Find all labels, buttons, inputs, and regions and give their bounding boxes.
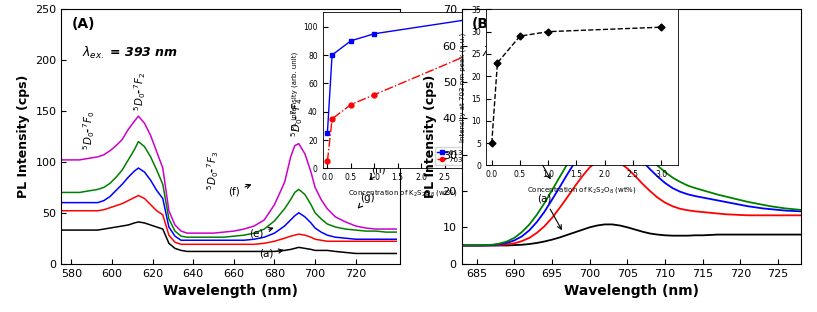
X-axis label: Concentration of K$_2$S$_2$O$_8$ (wt%): Concentration of K$_2$S$_2$O$_8$ (wt%)	[347, 188, 458, 198]
Text: $^5D_0$-$^7F_3$: $^5D_0$-$^7F_3$	[206, 151, 221, 190]
Text: $^5D_0$-$^7F_4$: $^5D_0$-$^7F_4$	[289, 97, 305, 137]
Text: (A): (A)	[71, 17, 95, 31]
Y-axis label: PL intensity (arb. unit): PL intensity (arb. unit)	[292, 51, 298, 129]
Y-axis label: PL Intensity (cps): PL Intensity (cps)	[424, 75, 437, 198]
Text: (h): (h)	[370, 164, 386, 179]
X-axis label: Wavelength (nm): Wavelength (nm)	[163, 284, 298, 298]
X-axis label: Concentration of K$_2$S$_2$O$_8$ (wt%): Concentration of K$_2$S$_2$O$_8$ (wt%)	[527, 185, 637, 195]
Text: (e): (e)	[249, 227, 273, 238]
Text: (g): (g)	[359, 193, 375, 208]
Text: (f): (f)	[228, 184, 251, 197]
X-axis label: Wavelength (nm): Wavelength (nm)	[564, 284, 699, 298]
Y-axis label: Intensity at 703 nm peak (a.u.): Intensity at 703 nm peak (a.u.)	[459, 33, 466, 142]
Text: $\lambda_{ex.}$ = 393 nm: $\lambda_{ex.}$ = 393 nm	[82, 45, 178, 61]
Y-axis label: PL Intensity (cps): PL Intensity (cps)	[16, 75, 29, 198]
Text: (d): (d)	[526, 100, 547, 135]
Legend: 613 nm, 703 nm: 613 nm, 703 nm	[435, 148, 479, 165]
Text: (a): (a)	[259, 249, 283, 259]
Text: (b): (b)	[526, 143, 550, 178]
Text: $\lambda_{ex.}$ = 393 nm: $\lambda_{ex.}$ = 393 nm	[482, 45, 578, 61]
Text: $^2P_{3/2}(1)$-$^2P_{1/2}$: $^2P_{3/2}(1)$-$^2P_{1/2}$	[623, 60, 640, 126]
Text: (c): (c)	[526, 118, 547, 153]
Text: $^5D_0$-$^7F_2$: $^5D_0$-$^7F_2$	[132, 72, 148, 111]
Text: (B): (B)	[471, 17, 495, 31]
Text: $^5D_0$-$^7F_0$: $^5D_0$-$^7F_0$	[82, 110, 97, 150]
Text: (a): (a)	[538, 194, 561, 229]
